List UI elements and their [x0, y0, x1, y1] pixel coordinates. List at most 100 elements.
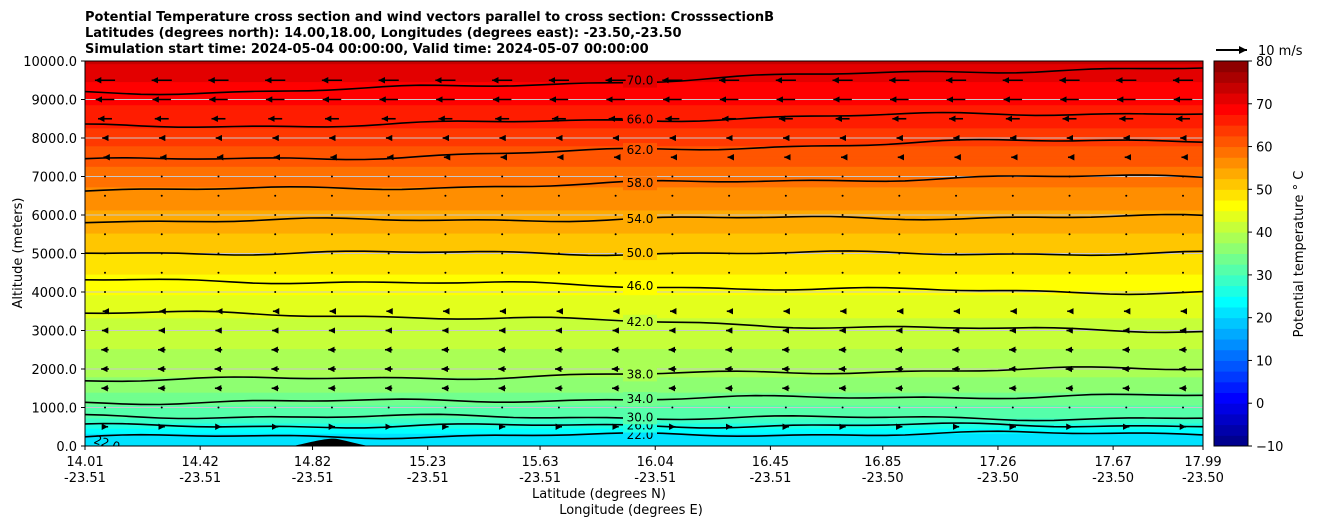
- wind-vector: [671, 194, 674, 197]
- wind-vector: [1011, 291, 1014, 293]
- x-tick-label-lat: 17.67: [1095, 455, 1132, 470]
- wind-vector: [728, 406, 731, 409]
- wind-vector: [841, 271, 844, 274]
- wind-vector: [728, 194, 731, 197]
- wind-vector: [841, 194, 844, 197]
- wind-vector: [841, 214, 844, 216]
- x-tick-label-lat: 16.45: [752, 455, 789, 470]
- wind-vector: [898, 291, 901, 293]
- wind-vector: [955, 406, 958, 409]
- wind-vector: [841, 175, 844, 178]
- temperature-band: [85, 443, 1203, 446]
- temperature-band: [85, 263, 1203, 267]
- colorbar-segment: [1214, 339, 1248, 351]
- colorbar-segment: [1214, 125, 1248, 137]
- temperature-band: [85, 240, 1203, 244]
- wind-vector: [1125, 214, 1128, 216]
- y-axis: 0.0 1000.0 2000.0 3000.0 4000.0 5000.0 6000.0 7…: [23, 55, 85, 455]
- temperature-band: [85, 86, 1203, 90]
- temperature-band: [85, 348, 1203, 352]
- colorbar-segment: [1214, 178, 1248, 190]
- colorbar-segment: [1214, 349, 1248, 361]
- temperature-band: [85, 333, 1203, 337]
- wind-vector: [274, 252, 277, 255]
- wind-vector: [1182, 271, 1184, 274]
- x-tick-label-lon: -23.51: [179, 471, 221, 486]
- wind-vector: [104, 233, 106, 236]
- wind-vector: [387, 194, 390, 197]
- wind-vector: [104, 175, 106, 178]
- temperature-band: [85, 327, 1203, 332]
- temperature-band: [85, 243, 1203, 247]
- wind-vector: [1011, 214, 1014, 216]
- wind-vector: [671, 214, 674, 216]
- colorbar-tick-label: 50: [1256, 183, 1273, 198]
- colorbar-tick-label: 70: [1256, 98, 1273, 113]
- wind-vector: [728, 233, 731, 236]
- isotherm-label: 66.0: [627, 113, 654, 127]
- wind-vector: [614, 291, 617, 293]
- colorbar-segment: [1214, 435, 1248, 447]
- y-tick-label: 2000.0: [32, 363, 78, 378]
- wind-vector: [444, 406, 447, 409]
- wind-vector: [387, 406, 390, 409]
- wind-vector: [444, 233, 447, 236]
- wind-vector: [444, 214, 447, 216]
- temperature-band: [85, 274, 1203, 278]
- wind-vector: [274, 175, 277, 178]
- wind-vector: [274, 271, 277, 274]
- wind-vector: [955, 175, 958, 178]
- colorbar-segment: [1214, 381, 1248, 394]
- wind-vector: [614, 406, 617, 409]
- y-tick-label: 3000.0: [32, 325, 78, 340]
- wind-vector: [557, 406, 560, 409]
- chart-title-line-2: Latitudes (degrees north): 14.00,18.00, …: [85, 26, 682, 41]
- colorbar-segment: [1214, 360, 1248, 372]
- x-tick-label-lat: 17.99: [1184, 455, 1221, 470]
- temperature-band: [85, 202, 1203, 206]
- temperature-band: [85, 258, 1203, 262]
- isotherm-label-bg: [623, 279, 657, 294]
- wind-vector: [1182, 214, 1184, 216]
- wind-vector: [160, 194, 163, 197]
- temperature-band: [85, 386, 1203, 391]
- wind-vector: [557, 252, 560, 255]
- wind-vector: [1125, 175, 1128, 178]
- temperature-band: [85, 343, 1203, 347]
- temperature-band: [85, 299, 1203, 303]
- wind-vector: [1125, 406, 1128, 409]
- wind-vector: [1125, 271, 1128, 274]
- wind-vector: [671, 291, 674, 293]
- wind-vector: [614, 175, 617, 178]
- wind-vector: [841, 291, 844, 293]
- temperature-band: [85, 261, 1203, 265]
- temperature-band: [85, 307, 1203, 311]
- temperature-band: [85, 194, 1203, 198]
- temperature-band: [85, 163, 1203, 167]
- wind-vector: [898, 271, 901, 274]
- y-tick-label: 8000.0: [32, 132, 78, 147]
- wind-vector: [898, 406, 901, 409]
- temperature-band: [85, 89, 1203, 93]
- wind-vector: [898, 175, 901, 178]
- colorbar-frame: [1213, 60, 1249, 447]
- wind-vector: [387, 252, 390, 255]
- isotherm-label-bg: [623, 367, 657, 382]
- temperature-band: [85, 384, 1203, 388]
- wind-vector: [671, 252, 674, 255]
- temperature-band: [85, 168, 1203, 172]
- y-tick-label: 5000.0: [32, 248, 78, 263]
- colorbar-segment: [1214, 61, 1248, 73]
- temperature-band: [85, 189, 1203, 193]
- isotherm-label-bg: [623, 142, 657, 157]
- colorbar-segment: [1214, 328, 1248, 340]
- wind-vector: [671, 175, 674, 178]
- x-tick-label-lon: -23.51: [292, 471, 334, 486]
- wind-vector: [160, 291, 163, 293]
- temperature-band: [85, 140, 1203, 144]
- temperature-band: [85, 266, 1203, 270]
- x-tick-label-lon: -23.50: [862, 471, 904, 486]
- temperature-band: [85, 440, 1203, 445]
- wind-vector: [955, 271, 958, 274]
- wind-vector: [557, 233, 560, 236]
